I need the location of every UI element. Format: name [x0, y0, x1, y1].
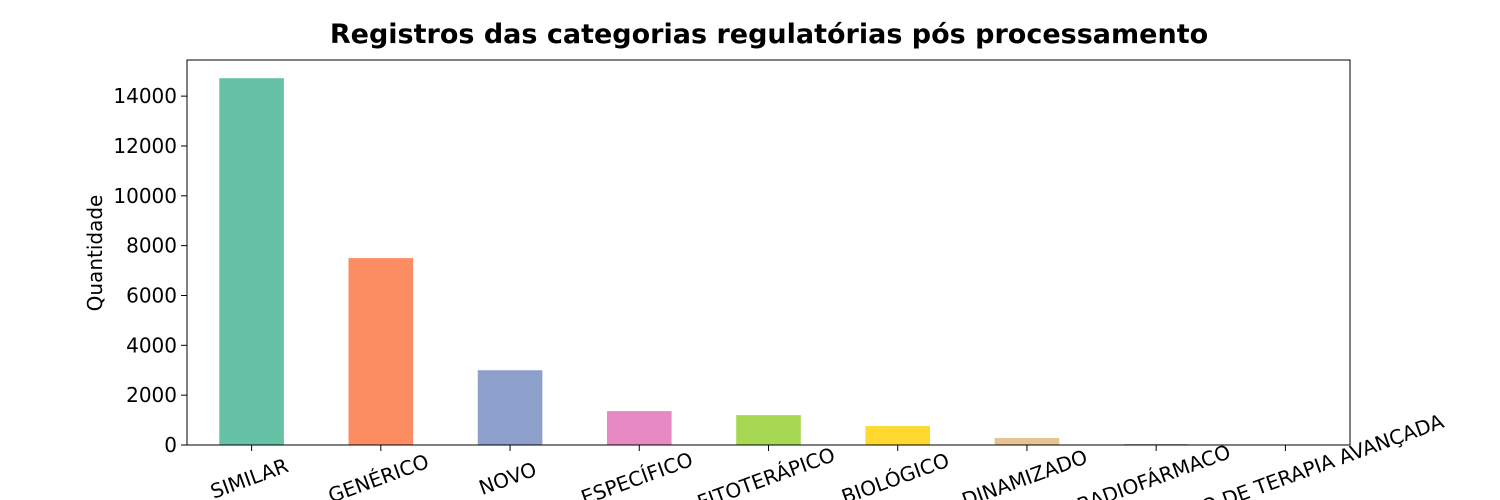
y-tick-label: 4000 — [126, 333, 177, 357]
y-tick-label: 0 — [164, 433, 177, 457]
x-tick-label: PRODUTO DE TERAPIA AVANÇADA — [1119, 409, 1447, 500]
bar — [477, 370, 543, 445]
bar — [736, 415, 801, 445]
x-tick-label: FITOTERÁPICO — [694, 442, 838, 500]
bar — [606, 411, 672, 445]
bar — [219, 78, 284, 445]
y-tick-label: 2000 — [126, 383, 177, 407]
y-tick-label: 10000 — [113, 184, 177, 208]
y-tick-label: 14000 — [113, 84, 177, 108]
y-tick-label: 12000 — [113, 134, 177, 158]
y-tick-label: 8000 — [126, 234, 177, 258]
x-tick-label: ESPECÍFICO — [578, 447, 696, 500]
x-tick-label: DINAMIZADO — [959, 445, 1091, 500]
chart-title: Registros das categorias regulatórias pó… — [330, 19, 1208, 50]
x-tick-label: RADIOFÁRMACO — [1074, 440, 1234, 500]
bar — [348, 258, 414, 445]
x-tick-label: BIOLÓGICO — [838, 448, 952, 500]
plot-frame — [186, 59, 1351, 446]
bar — [865, 426, 931, 445]
y-axis-label: Quantidade — [83, 195, 107, 312]
bar — [994, 438, 1060, 445]
x-tick-label: SIMILAR — [207, 453, 291, 500]
x-tick-label: GENÉRICO — [325, 449, 432, 500]
y-tick-label: 6000 — [126, 283, 177, 307]
x-tick-label: NOVO — [476, 457, 540, 500]
